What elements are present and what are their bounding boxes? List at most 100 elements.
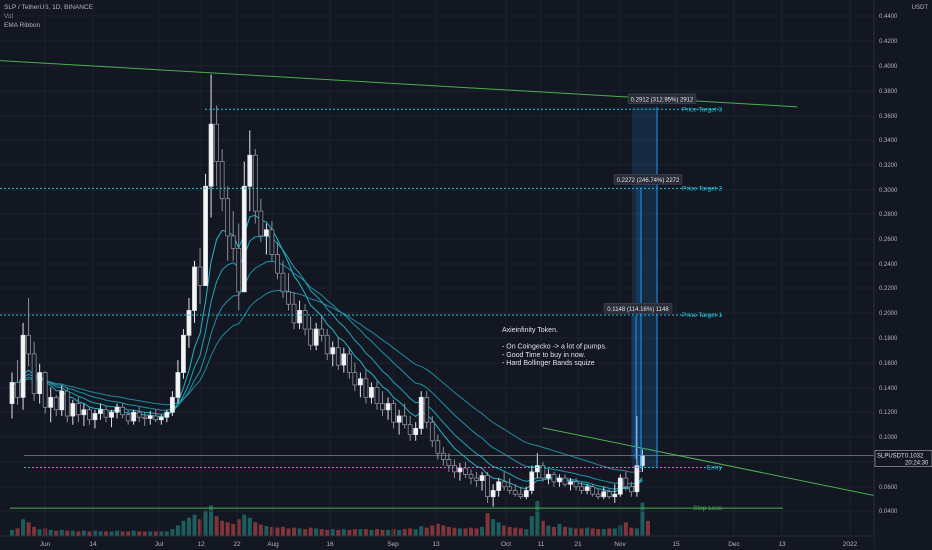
candle-body: [346, 353, 352, 373]
volume-bar: [70, 530, 75, 536]
candle-body: [485, 475, 490, 498]
volume-bar: [181, 520, 186, 536]
volume-bar: [319, 529, 324, 536]
volume-bar: [341, 529, 346, 536]
volume-bar: [76, 531, 81, 536]
volume-bar: [463, 528, 468, 536]
candle-body: [26, 334, 31, 355]
volume-bar: [446, 526, 451, 536]
volume-bar: [419, 526, 424, 536]
candle-body: [474, 477, 479, 481]
volume-bar: [131, 530, 136, 536]
candle-body: [330, 347, 336, 355]
volume-bar: [491, 519, 496, 536]
measure-label-box: [603, 303, 673, 314]
price-tick-label: 0.3800: [879, 89, 898, 95]
volume-bar: [485, 513, 490, 536]
price-axis: USDT 0.4400 0.4200 0.4000 0.3800 0.3600 0.3400…: [873, 0, 932, 550]
price-tick-label: 0.1200: [879, 410, 898, 416]
candle-body: [125, 414, 131, 422]
annotation-line: - Hard Bollinger Bands squize: [502, 360, 595, 367]
price-tick-label: 0.2400: [879, 262, 898, 268]
volume-bar: [59, 529, 64, 536]
annotation-line: Axieinfinity Token.: [502, 327, 558, 334]
volume-bar: [430, 525, 435, 536]
measure-band: [631, 316, 636, 459]
drawings-layer: Price Target 3 Price Target 2 Price Target…: [0, 60, 931, 512]
volume-bar: [242, 514, 247, 536]
volume-bar: [574, 528, 579, 536]
measure-label: 0.1148 (114.16%) 1148: [607, 307, 669, 313]
candle-body: [606, 491, 612, 498]
volume-bar: [513, 527, 518, 536]
volume-bar: [325, 529, 330, 536]
candle-body: [247, 154, 253, 187]
grid-layer: [0, 0, 874, 536]
volume-bar: [126, 531, 131, 536]
volume-bar: [640, 502, 645, 536]
volume-bar: [380, 529, 385, 536]
volume-bar: [529, 516, 534, 536]
candle-body: [579, 486, 584, 491]
volume-bar: [374, 529, 379, 536]
volume-bar: [308, 527, 313, 536]
candle-body: [385, 403, 391, 411]
price-tick-label: 0.2200: [879, 286, 898, 292]
candle-body: [147, 415, 153, 419]
volume-bar: [269, 526, 274, 536]
volume-bar: [236, 519, 241, 536]
volume-bar: [292, 527, 297, 536]
volume-bar: [115, 530, 120, 536]
candle-body: [302, 310, 308, 330]
candle-body: [534, 465, 540, 473]
candle-body: [352, 372, 358, 386]
price-tick-label: 0.4000: [879, 64, 898, 70]
price-tick-label: 0.3000: [879, 188, 898, 194]
legend-ema-ribbon: EMA Ribbon: [4, 22, 41, 29]
candle-body: [197, 266, 203, 287]
time-tick-label: Aug: [267, 541, 279, 548]
candle-body: [568, 481, 573, 485]
measure-label-box: [627, 93, 697, 105]
candles-layer: [9, 74, 645, 507]
candle-body: [136, 411, 142, 418]
volume-bar: [98, 531, 103, 536]
candle-body: [634, 465, 640, 493]
candle-body: [479, 475, 485, 481]
volume-bar: [563, 526, 567, 536]
volume-bar: [507, 526, 512, 536]
volume-bar: [363, 529, 368, 536]
volume-bar: [148, 531, 153, 536]
volume-bar: [203, 510, 208, 536]
candle-body: [114, 406, 120, 413]
time-tick-label: 15: [672, 541, 680, 548]
candle-body: [87, 409, 92, 421]
candle-body: [546, 473, 551, 479]
annotation-line: - Good Time to buy in now.: [502, 352, 585, 359]
volume-bar: [21, 519, 26, 536]
candle-body: [440, 452, 446, 460]
time-axis: Jun 14 Jul 12 22 Aug 16 Sep 13 Oct 11 21 Nov 15 Dec 13 2…: [0, 535, 874, 550]
candle-body: [286, 291, 291, 305]
candle-body: [252, 154, 258, 212]
candle-body: [308, 328, 314, 346]
ema-line: [11, 289, 643, 473]
candle-body: [507, 486, 513, 491]
volume-bar: [198, 519, 203, 536]
volume-bar: [32, 526, 37, 536]
time-tick-label: Oct: [501, 541, 511, 548]
candle-body: [562, 477, 568, 485]
volume-bar: [15, 528, 20, 536]
candle-body: [501, 481, 507, 488]
time-tick-label: 13: [432, 541, 440, 548]
price-tick-label: 0.2600: [879, 237, 898, 243]
volume-bar: [551, 526, 556, 536]
volume-bar: [596, 529, 601, 536]
volume-bar: [258, 524, 263, 536]
volume-bar: [336, 529, 341, 536]
volume-bar: [496, 522, 501, 536]
candle-body: [529, 471, 535, 491]
candle-body: [269, 229, 275, 255]
volume-bar: [253, 522, 258, 536]
